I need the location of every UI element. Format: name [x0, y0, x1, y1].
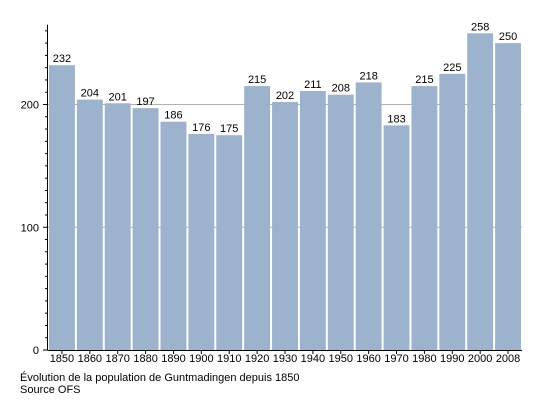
bar — [355, 82, 382, 350]
y-tick-label: 0 — [33, 345, 39, 357]
bar — [467, 33, 494, 351]
bar — [160, 121, 187, 350]
data-label: 201 — [109, 91, 127, 103]
x-tick-label: 1900 — [189, 353, 213, 365]
data-label: 218 — [359, 70, 377, 82]
x-tick-label: 1990 — [440, 353, 464, 365]
x-tick-label: 1950 — [329, 353, 353, 365]
data-label: 232 — [53, 53, 71, 65]
bar — [495, 43, 521, 350]
bar — [104, 103, 131, 351]
x-tick-label: 1930 — [273, 353, 297, 365]
x-tick-label: 1880 — [133, 353, 157, 365]
data-label: 202 — [276, 90, 294, 102]
x-tick-label: 1850 — [50, 353, 74, 365]
data-label: 183 — [387, 113, 405, 125]
bar — [244, 86, 271, 351]
bar — [216, 135, 243, 350]
data-label: 186 — [164, 110, 182, 122]
data-label: 208 — [332, 83, 350, 95]
x-tick-label: 2000 — [468, 353, 492, 365]
y-tick-label: 200 — [21, 100, 39, 112]
data-label: 215 — [248, 74, 266, 86]
data-label: 258 — [471, 21, 489, 33]
x-tick-label: 1960 — [356, 353, 380, 365]
x-tick-label: 1940 — [301, 353, 325, 365]
x-tick-label: 1980 — [412, 353, 436, 365]
bar — [327, 94, 354, 351]
data-label: 225 — [443, 62, 461, 74]
bar — [188, 133, 215, 350]
data-label: 175 — [220, 123, 238, 135]
chart-caption: Évolution de la population de Guntmading… — [20, 372, 300, 384]
x-tick-label: 1920 — [245, 353, 269, 365]
x-tick-label: 2008 — [496, 353, 520, 365]
data-label: 211 — [304, 79, 322, 91]
x-tick-label: 1860 — [78, 353, 102, 365]
bar — [299, 90, 326, 350]
data-label: 250 — [499, 31, 517, 43]
bar — [411, 86, 438, 351]
data-label: 197 — [136, 96, 154, 108]
x-tick-label: 1970 — [384, 353, 408, 365]
x-tick-label: 1870 — [105, 353, 129, 365]
bar — [76, 99, 103, 350]
x-tick-label: 1890 — [161, 353, 185, 365]
bar — [439, 73, 466, 350]
data-label: 215 — [415, 74, 433, 86]
data-label: 176 — [192, 122, 210, 134]
bar — [272, 102, 298, 350]
chart-source: Source OFS — [20, 384, 81, 396]
bar — [383, 125, 410, 351]
x-tick-label: 1910 — [217, 353, 241, 365]
data-label: 204 — [81, 88, 99, 100]
bar — [132, 108, 159, 351]
bar — [49, 65, 75, 350]
y-tick-label: 100 — [21, 222, 39, 234]
